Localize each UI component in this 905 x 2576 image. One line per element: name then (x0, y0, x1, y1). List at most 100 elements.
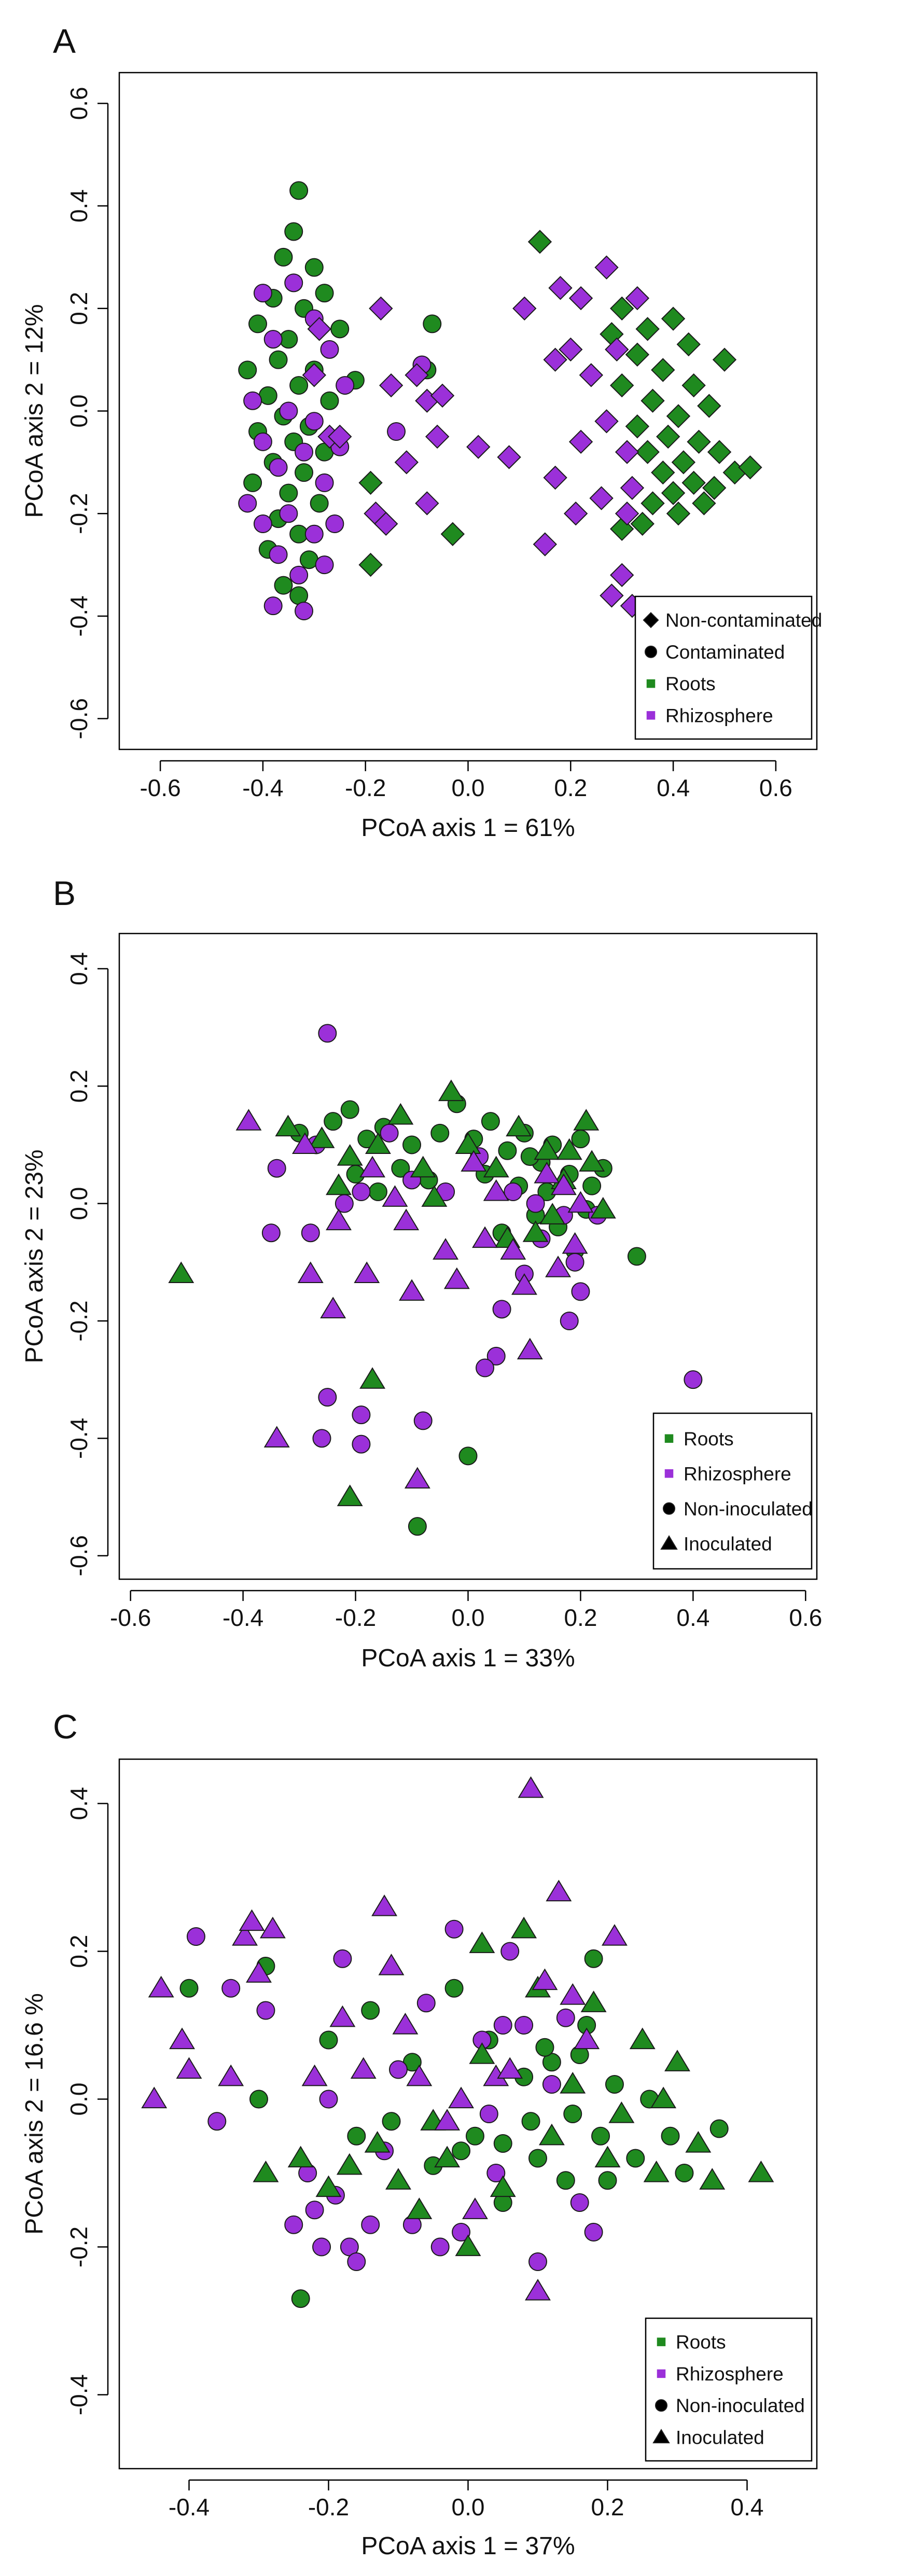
data-point (380, 1123, 399, 1143)
legend-label: Rhizosphere (665, 705, 773, 726)
data-point (289, 376, 309, 395)
legend-label: Rhizosphere (676, 2363, 784, 2385)
data-point (423, 314, 442, 333)
data-point (601, 1924, 628, 1946)
data-point (263, 596, 283, 616)
data-point (307, 317, 331, 341)
data-point (329, 2005, 356, 2027)
x-tick-label: -0.4 (222, 1604, 263, 1631)
data-point (393, 1208, 420, 1231)
data-point (404, 1467, 430, 1489)
data-point (253, 432, 272, 451)
data-point (304, 524, 324, 544)
data-point (521, 2112, 540, 2131)
data-point (319, 2030, 338, 2050)
data-point (218, 2064, 244, 2086)
y-tick-label: 0.2 (65, 292, 92, 325)
data-point (410, 1155, 436, 1178)
data-point (594, 2146, 621, 2168)
data-point (259, 1916, 286, 1939)
plot-frame (118, 72, 818, 750)
data-point (315, 555, 334, 575)
data-point (186, 1927, 205, 1946)
legend-label: Non-inoculated (684, 1498, 813, 1520)
data-point (352, 1405, 371, 1425)
data-point (571, 1282, 590, 1301)
data-point (525, 2278, 551, 2301)
y-tick-label: -0.2 (65, 1300, 92, 1341)
data-point (176, 2057, 202, 2079)
data-point (483, 1179, 509, 1201)
data-point (579, 363, 604, 387)
data-point (256, 2001, 275, 2020)
data-point (425, 424, 450, 449)
data-point (413, 1411, 433, 1430)
data-point (382, 1185, 408, 1207)
data-point (466, 435, 491, 459)
y-tick-label: 0.0 (65, 2083, 92, 2116)
y-tick-label: 0.4 (65, 952, 92, 985)
data-point (309, 1126, 335, 1148)
data-point (394, 450, 419, 475)
legend-marker-square (657, 2369, 666, 2378)
x-axis-title: PCoA axis 1 = 61% (361, 814, 575, 842)
data-point (574, 2027, 600, 2050)
legend-marker-diamond (643, 612, 659, 629)
x-tick-label: 0.0 (452, 774, 485, 801)
data-point (291, 2289, 310, 2308)
data-point (315, 2175, 342, 2197)
data-point (538, 2123, 565, 2146)
data-point (279, 483, 298, 503)
data-point (548, 276, 573, 300)
legend-label: Inoculated (684, 1533, 772, 1554)
legend-label: Roots (684, 1428, 734, 1450)
data-point (169, 2027, 196, 2050)
data-point (371, 1894, 398, 1916)
data-point (661, 481, 686, 505)
panel-c: C -0.4 -0.2 0.0 0.2 0.4 -0.4 -0.2 0.0 0.2 0.4 PCoA… (21, 1707, 818, 2560)
legend-label: Inoculated (676, 2427, 764, 2448)
data-point (374, 511, 398, 536)
data-point (543, 465, 567, 490)
data-point (310, 494, 329, 513)
legend-label: Contaminated (665, 642, 785, 663)
data-point (434, 2146, 461, 2168)
data-point (676, 332, 701, 357)
data-point (364, 2131, 391, 2153)
data-point (433, 1238, 459, 1260)
data-point (483, 1155, 509, 1178)
legend-marker-square (657, 2337, 666, 2346)
data-point (455, 2234, 481, 2257)
data-point (651, 358, 675, 382)
data-point (527, 230, 552, 254)
data-point (261, 1223, 281, 1243)
data-point (560, 1983, 586, 2005)
y-tick-label: -0.4 (65, 1418, 92, 1459)
data-point (369, 296, 393, 321)
data-point (486, 1346, 506, 1366)
data-point (664, 2050, 690, 2071)
data-point (692, 491, 716, 516)
data-point (545, 1256, 572, 1277)
plot-frame (118, 932, 818, 1580)
y-tick-label: 0.2 (65, 1935, 92, 1968)
data-point (387, 422, 406, 441)
data-point (295, 463, 314, 482)
y-tick-label: -0.4 (65, 2374, 92, 2415)
data-point (330, 319, 350, 339)
data-point (605, 337, 629, 362)
data-point (347, 2126, 366, 2146)
data-point (253, 284, 272, 303)
data-point (267, 1159, 286, 1178)
data-point (359, 1155, 386, 1178)
data-points (168, 1024, 703, 1536)
data-point (675, 2164, 694, 2182)
legend: Roots Rhizosphere Non-inoculated Inoculated (652, 1412, 813, 1570)
data-point (382, 2112, 401, 2131)
data-point (564, 502, 588, 526)
data-point (340, 1100, 359, 1119)
data-point (421, 1185, 448, 1207)
legend-marker-square (664, 1434, 674, 1443)
data-point (584, 2223, 603, 2241)
legend-marker-circle (655, 2399, 667, 2412)
